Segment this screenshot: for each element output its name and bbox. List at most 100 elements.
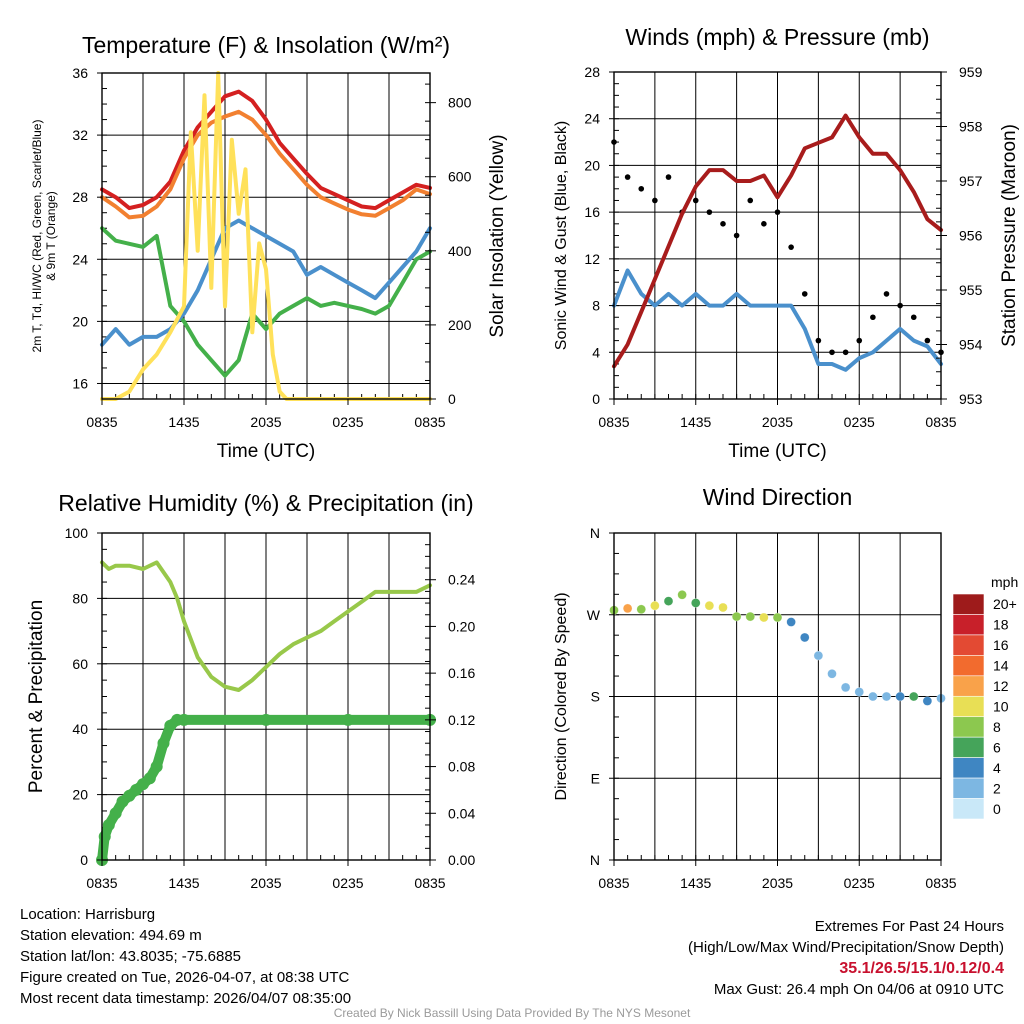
x-tick-label: 1435 <box>680 414 711 430</box>
colorbar-label: 4 <box>993 760 1001 776</box>
precip-point <box>342 713 354 726</box>
credit-line: Created By Nick Bassill Using Data Provi… <box>333 1006 691 1020</box>
gust-point <box>624 174 631 180</box>
series-hi-wc-blue <box>100 218 432 347</box>
x-tick-label: 2035 <box>250 414 281 430</box>
colorbar-label: 0 <box>993 801 1001 817</box>
x-tick-label: 2035 <box>762 875 793 891</box>
y-tick-label: 0 <box>80 852 88 868</box>
chart-title: Winds (mph) & Pressure (mb) <box>625 24 929 50</box>
station-info: Location: Harrisburg Station elevation: … <box>20 904 351 1009</box>
gust-point <box>788 244 794 250</box>
colorbar-swatch <box>952 655 985 677</box>
colorbar-label: 2 <box>993 780 1001 796</box>
gust-point <box>870 314 876 321</box>
x-tick-label: 0835 <box>925 875 956 891</box>
station-latlon: Station lat/lon: 43.8035; -75.6885 <box>20 948 242 965</box>
direction-point <box>663 596 674 606</box>
series-sonic-wind-blue <box>612 268 943 372</box>
y-tick-label: W <box>587 607 601 623</box>
y-right-tick-label: 955 <box>959 282 983 298</box>
direction-point <box>827 669 837 679</box>
y-tick-label: 28 <box>72 189 88 205</box>
gust-point <box>829 349 835 356</box>
gust-point <box>652 197 658 204</box>
panel-wind_direction: Wind Direction mph 20+ 18 16 14 12 10 8 6 4 2 0 0835 1… <box>553 484 1018 891</box>
extremes-title: Extremes For Past 24 Hours <box>814 918 1004 935</box>
y-tick-label: 100 <box>65 525 89 541</box>
direction-point <box>650 601 660 611</box>
colorbar-swatch <box>952 634 985 656</box>
y-tick-label: 8 <box>592 298 600 314</box>
y-tick-label: 16 <box>72 375 88 391</box>
colorbar-label: 10 <box>993 699 1009 715</box>
colorbar-label: 6 <box>993 739 1001 755</box>
y-right-tick-label: 400 <box>448 243 472 259</box>
y-tick-label: 20 <box>584 157 600 173</box>
y-right-tick-label: 600 <box>448 169 472 185</box>
gust-point <box>665 174 672 180</box>
direction-point <box>881 691 892 702</box>
direction-point <box>731 611 742 622</box>
x-tick-label: 0835 <box>86 875 117 891</box>
gust-point <box>638 185 645 192</box>
y-tick-label: 12 <box>584 251 600 267</box>
chart-title: Relative Humidity (%) & Precipitation (i… <box>58 490 473 516</box>
colorbar-swatch <box>952 736 985 758</box>
gust-point <box>856 337 863 344</box>
y-tick-label: 20 <box>72 787 88 803</box>
y-right-tick-label: 958 <box>959 119 983 135</box>
station-location: Location: Harrisburg <box>20 906 156 923</box>
y-right-tick-label: 0.12 <box>448 712 475 728</box>
colorbar-label: 20+ <box>993 596 1017 612</box>
x-tick-label: 2035 <box>762 414 793 430</box>
colorbar-swatch <box>952 695 985 718</box>
y-right-tick-label: 200 <box>448 317 472 333</box>
y-right-tick-label: 0.00 <box>448 852 475 868</box>
direction-point <box>691 598 701 608</box>
direction-point <box>854 687 864 697</box>
direction-point <box>622 603 633 614</box>
direction-point <box>786 617 796 627</box>
series-td-green <box>100 226 432 378</box>
direction-point <box>636 604 646 614</box>
panel-humidity: Relative Humidity (%) & Precipitation (i… <box>26 490 475 891</box>
y-axis-label: Percent & Precipitation <box>26 600 47 793</box>
series-2m-t-red <box>100 89 432 211</box>
y-tick-label: 4 <box>592 344 600 360</box>
gust-point <box>720 221 726 227</box>
y-tick-label: 16 <box>584 204 600 220</box>
precip-point <box>178 713 190 726</box>
direction-point <box>909 691 919 702</box>
chart-title: Wind Direction <box>703 484 853 510</box>
gust-point <box>761 221 767 227</box>
colorbar-label: 8 <box>993 719 1001 735</box>
direction-point <box>704 601 715 611</box>
y-right-tick-label: 0 <box>448 391 456 407</box>
x-axis-label: Time (UTC) <box>217 441 316 462</box>
y-right-tick-label: 0.20 <box>448 618 475 634</box>
y-axis-label: Direction (Colored By Speed) <box>553 592 570 800</box>
direction-point <box>868 691 878 702</box>
y-axis-label: Sonic Wind & Gust (Blue, Black) <box>553 121 570 350</box>
extremes-info: Extremes For Past 24 Hours (High/Low/Max… <box>688 916 1004 1000</box>
y-tick-label: 60 <box>72 656 88 672</box>
gust-point <box>910 314 917 321</box>
y-tick-label: 80 <box>72 590 88 606</box>
gust-point <box>842 349 849 356</box>
gust-point <box>706 209 713 215</box>
gust-point <box>897 302 903 309</box>
gust-point <box>924 337 931 344</box>
x-tick-label: 0835 <box>598 414 629 430</box>
y-right-tick-label: 953 <box>959 391 983 407</box>
colorbar-swatch <box>952 593 985 615</box>
y-tick-label: N <box>590 852 600 868</box>
series-solar-insolation-yellow <box>100 71 432 401</box>
series-relative-humidity <box>100 560 432 692</box>
colorbar-title: mph <box>991 574 1018 590</box>
gust-point <box>692 197 699 204</box>
gust-point <box>883 291 890 297</box>
extremes-subtitle: (High/Low/Max Wind/Precipitation/Snow De… <box>688 939 1004 956</box>
gust-point <box>774 209 781 215</box>
